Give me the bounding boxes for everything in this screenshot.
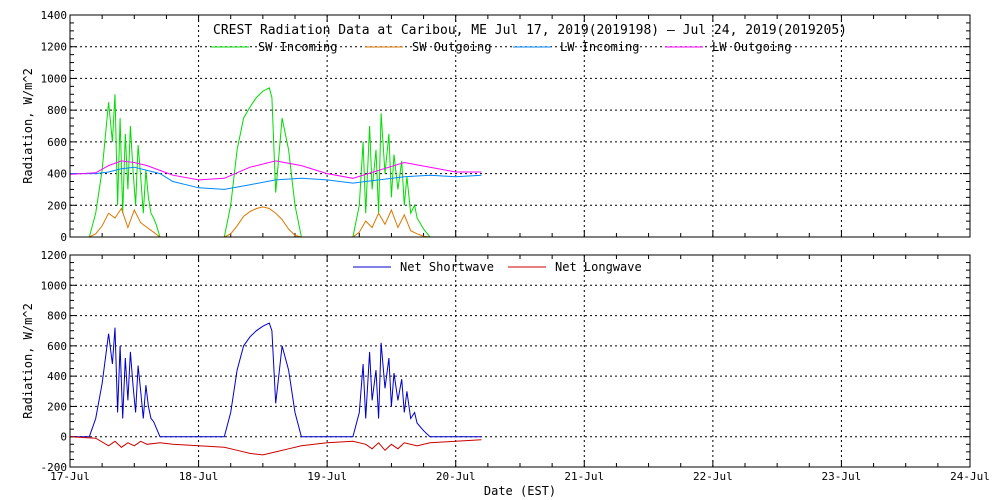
- panel1-legend-label-1: SW Outgoing: [412, 40, 491, 54]
- x-tick-label: 24-Jul: [950, 470, 990, 483]
- panel1-series-line-0: [70, 87, 482, 238]
- x-tick-label: 18-Jul: [179, 470, 219, 483]
- panel1-y-tick-label: 1200: [41, 41, 68, 54]
- top-panel-radiation-components: 0 200 400 600 800 1000 1200 1400 Radiation, W/m^…: [21, 9, 971, 244]
- panel1-y-tick-label: 1400: [41, 9, 68, 22]
- panel2-y-tick-label: 0: [60, 431, 67, 444]
- panel2-y-tick-label: 1000: [41, 279, 68, 292]
- panel2-y-tick-label: 1200: [41, 249, 68, 262]
- panel1-y-tick-label: 200: [47, 199, 67, 212]
- panel1-legend-label-2: LW Incoming: [560, 40, 639, 54]
- panel1-frame: [69, 14, 971, 238]
- panel2-y-tick-label: 800: [47, 310, 67, 323]
- x-tick-label: 19-Jul: [307, 470, 347, 483]
- panel1-y-tick-label: 600: [47, 136, 67, 149]
- panel1-series-line-1: [70, 206, 482, 238]
- x-tick-label: 17-Jul: [50, 470, 90, 483]
- x-tick-label: 21-Jul: [564, 470, 604, 483]
- panel1-legend-label-3: LW Outgoing: [712, 40, 791, 54]
- x-tick-label: 23-Jul: [822, 470, 862, 483]
- panel1-y-tick-label: 800: [47, 104, 67, 117]
- bottom-panel-net-radiation: -200 0 200 400 600 800 1000 1200 Radiation, W/m^…: [21, 249, 990, 483]
- x-axis-label: Date (EST): [484, 484, 556, 498]
- panel2-legend-label-0: Net Shortwave: [400, 260, 494, 274]
- panel1-y-tick-label: 0: [60, 231, 67, 244]
- panel2-y-axis-label: Radiation, W/m^2: [21, 303, 35, 419]
- panel1-y-tick-label: 400: [47, 168, 67, 181]
- panel2-y-tick-label: -200: [41, 461, 68, 474]
- panel2-series-line-1: [69, 436, 482, 456]
- panel2-y-tick-label: 600: [47, 340, 67, 353]
- panel1-y-tick-label: 1000: [41, 72, 68, 85]
- panel2-y-tick-label: 400: [47, 370, 67, 383]
- x-tick-label: 22-Jul: [693, 470, 733, 483]
- panel2-legend-label-1: Net Longwave: [555, 260, 642, 274]
- panel1-series-line-3: [69, 160, 482, 181]
- panel1-y-axis-label: Radiation, W/m^2: [21, 68, 35, 184]
- panel1-series-line-2: [70, 166, 482, 190]
- chart-title: CREST Radiation Data at Caribou, ME Jul …: [213, 23, 847, 38]
- panel2-frame: [69, 254, 971, 468]
- panel2-series-line-0: [70, 322, 482, 438]
- x-tick-label: 20-Jul: [436, 470, 476, 483]
- panel1-legend-label-0: SW Incoming: [258, 40, 337, 54]
- panel2-y-tick-label: 200: [47, 400, 67, 413]
